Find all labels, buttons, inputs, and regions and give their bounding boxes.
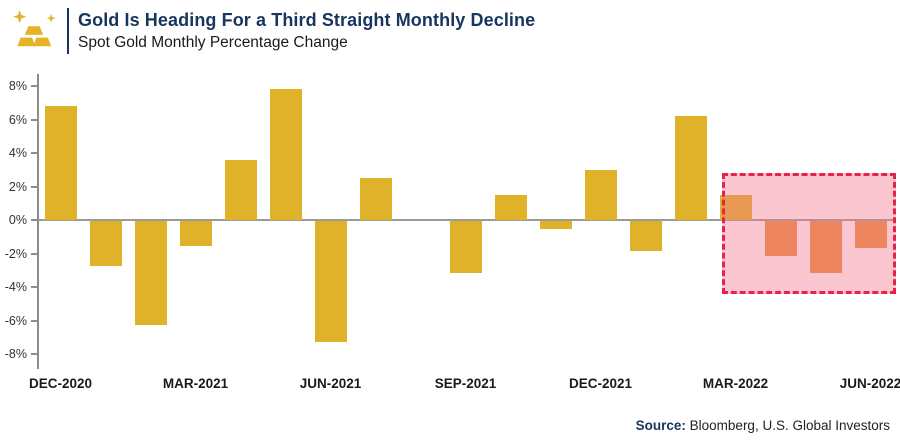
x-axis-label: JUN-2021: [299, 376, 362, 391]
x-axis-label: MAR-2021: [162, 376, 229, 391]
bar: [179, 221, 212, 247]
y-axis-label: -8%: [4, 347, 27, 361]
y-axis-label: 4%: [8, 146, 27, 160]
y-axis-tick: [31, 219, 38, 221]
source-text: Bloomberg, U.S. Global Investors: [685, 418, 890, 433]
bar: [359, 178, 392, 220]
y-axis-tick: [31, 85, 38, 87]
bar: [764, 221, 797, 257]
x-axis-label: JUN-2022: [839, 376, 900, 391]
bar: [584, 169, 617, 220]
bar: [674, 116, 707, 220]
y-axis-label: 8%: [8, 79, 27, 93]
page-subtitle: Spot Gold Monthly Percentage Change: [78, 34, 348, 51]
y-axis-tick: [31, 152, 38, 154]
bar: [854, 221, 887, 248]
y-axis-tick: [31, 319, 38, 322]
header-titles: Gold Is Heading For a Third Straight Mon…: [78, 10, 535, 52]
y-axis-line: [37, 74, 39, 369]
source-label: Source:: [635, 418, 686, 433]
page-title: Gold Is Heading For a Third Straight Mon…: [78, 10, 536, 30]
y-axis-tick: [31, 252, 38, 255]
bar: [44, 106, 77, 220]
header-divider: [67, 8, 69, 54]
bar: [809, 221, 842, 273]
y-axis-label: -4%: [4, 280, 27, 294]
footer: Source: Bloomberg, U.S. Global Investors: [636, 418, 890, 433]
y-axis-tick: [31, 353, 38, 355]
bar: [224, 159, 257, 220]
bar: [89, 221, 122, 267]
bar: [134, 221, 167, 325]
bar: [539, 221, 572, 230]
bar-chart: 8% 6% 4% 2% 0% -2% -4% -6% -8% DEC-2020 MAR-2021 JU…: [0, 62, 900, 402]
x-axis-label: DEC-2021: [568, 376, 633, 391]
y-axis-tick: [31, 286, 38, 288]
bar: [629, 221, 662, 252]
y-axis-tick: [31, 118, 38, 121]
y-axis-label: 2%: [8, 179, 27, 194]
y-axis-label: 6%: [8, 112, 27, 127]
bar: [494, 194, 527, 220]
bar: [314, 221, 347, 342]
x-axis-label: DEC-2020: [28, 376, 93, 391]
x-axis-label: MAR-2022: [702, 376, 769, 391]
y-axis-label: -2%: [4, 246, 27, 261]
gold-bars-icon: [10, 10, 58, 52]
y-axis-tick: [31, 185, 38, 188]
y-axis-label: 0%: [8, 213, 27, 227]
highlight-region: [722, 173, 896, 294]
header: Gold Is Heading For a Third Straight Mon…: [10, 8, 535, 54]
x-axis-label: SEP-2021: [434, 376, 497, 391]
y-axis-label: -6%: [4, 313, 27, 328]
bar: [269, 89, 302, 220]
zero-line: [38, 219, 893, 221]
bar: [449, 221, 482, 273]
